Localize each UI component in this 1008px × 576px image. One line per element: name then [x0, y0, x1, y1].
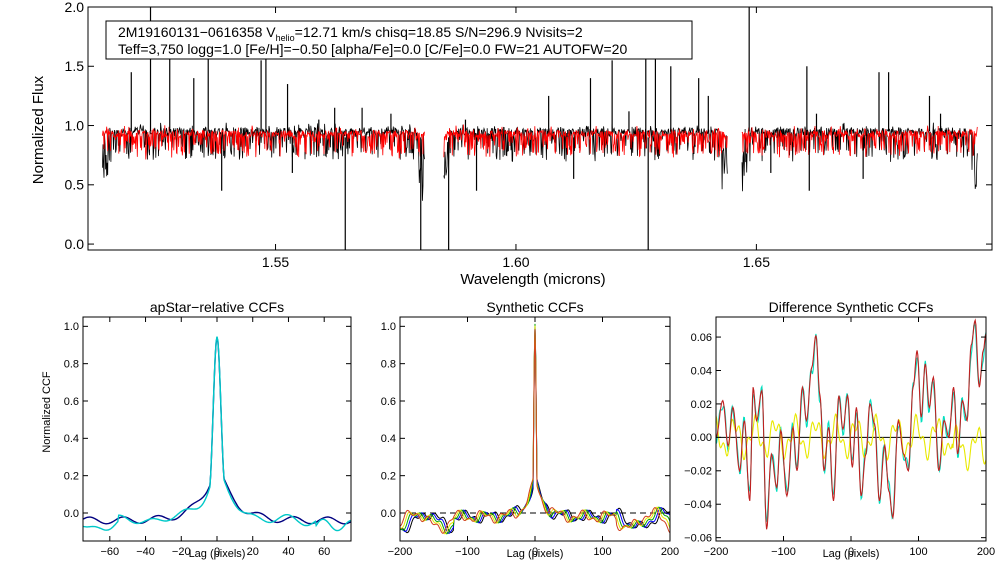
- apstar-ccf-ytick-label: 1.0: [64, 321, 79, 333]
- apstar-ccf-xtick-label: 60: [318, 546, 330, 558]
- difference-ccf-xtick-label: 0: [848, 546, 854, 558]
- difference-ccf-x-label: Lag (pixels): [823, 548, 880, 560]
- synthetic-ccf-ytick-label: 0.0: [381, 508, 396, 520]
- spectrum-x-label: Wavelength (microns): [460, 271, 605, 288]
- spectrum-plot-area: [102, 7, 978, 250]
- spectrum-annotation-box: 2M19160131−0616358 Vhelio=12.71 km/s chi…: [105, 20, 693, 60]
- apstar-ccf-xtick-label: 40: [282, 546, 294, 558]
- difference-ccf-xtick-label: 100: [909, 546, 927, 558]
- spectrum-ytick-label: 1.5: [65, 58, 85, 74]
- synthetic-ccf-xtick-label: 100: [593, 546, 611, 558]
- apstar-ccf-xtick-label: −60: [100, 546, 119, 558]
- apstar-ccf-title: apStar−relative CCFs: [150, 299, 284, 315]
- apstar-ccf-visit-2: [82, 336, 352, 532]
- apstar-ccf-xtick-label: −40: [136, 546, 155, 558]
- spectrum-axes-frame: [87, 6, 993, 251]
- synthetic-ccf-xtick-label: 200: [661, 546, 679, 558]
- apstar-ccf-y-label: Normalized CCF: [41, 371, 53, 453]
- synthetic-ccf-ytick-label: 0.4: [381, 433, 396, 445]
- apstar-ccf-x-label: Lag (pixels): [189, 548, 246, 560]
- synthetic-ccf-plot-area: [399, 323, 671, 535]
- synthetic-ccf-xtick-label: −200: [388, 546, 413, 558]
- spectrum-panel: 1.55 1.60 1.65 0.0 0.5 1.0 1.5 2.0 2M19160131−0…: [30, 0, 993, 288]
- spectrum-xtick-label: 1.60: [502, 254, 529, 270]
- difference-diff-b: [715, 412, 987, 472]
- spectrum-model-chip-1: [102, 125, 425, 160]
- synthetic-ccf-title: Synthetic CCFs: [486, 299, 583, 315]
- difference-ccf-ytick-label: 0.00: [691, 432, 712, 444]
- difference-ccf-ytick-label: 0.02: [691, 399, 712, 411]
- apstar-ccf-ytick-label: 0.2: [64, 471, 79, 483]
- difference-ccf-xtick-label: −100: [771, 546, 796, 558]
- synthetic-ccf-ytick-label: 0.8: [381, 359, 396, 371]
- annotation-line-2: Teff=3,750 logg=1.0 [Fe/H]=−0.50 [alpha/…: [118, 41, 627, 57]
- apstar-ccf-ytick-label: 0.6: [64, 396, 79, 408]
- difference-diff-c: [715, 318, 987, 530]
- synthetic-ccf-xtick-label: −100: [455, 546, 480, 558]
- spectrum-ytick-label: 2.0: [65, 0, 85, 15]
- apstar-ccf-ytick-label: 0.8: [64, 359, 79, 371]
- apstar-ccf-panel: apStar−relative CCFs −60 −40 −20 0 20 40 60 0.0…: [41, 299, 352, 560]
- difference-ccf-ytick-label: 0.06: [691, 332, 712, 344]
- apstar-ccf-plot-area: [82, 336, 352, 532]
- difference-ccf-panel: Difference Synthetic CCFs −200 −100 0 100 20…: [684, 299, 995, 560]
- spectrum-model-chip-3: [741, 125, 978, 158]
- apstar-ccf-xtick-label: 20: [247, 546, 259, 558]
- difference-ccf-ytick-label: −0.06: [684, 533, 712, 545]
- spectrum-ticks: 1.55 1.60 1.65 0.0 0.5 1.0 1.5 2.0: [65, 0, 992, 270]
- difference-ccf-ytick-label: 0.04: [691, 365, 712, 377]
- synthetic-ccf-ytick-label: 0.6: [381, 396, 396, 408]
- difference-ccf-ytick-label: −0.02: [684, 466, 712, 478]
- spectrum-y-label: Normalized Flux: [30, 75, 47, 184]
- difference-ccf-ytick-label: −0.04: [684, 499, 712, 511]
- spectrum-ytick-label: 0.0: [65, 236, 85, 252]
- spectrum-model-chip-2: [443, 124, 728, 158]
- synthetic-ccf-panel: Synthetic CCFs −200 −100 0 100 200 0.0 0.2 0.4 0…: [381, 299, 679, 560]
- synthetic-ccf-x-label: Lag (pixels): [507, 548, 564, 560]
- difference-ccf-ticks: −200 −100 0 100 200 −0.06 −0.04 −0.02 0.00 0.02 0.…: [684, 317, 995, 558]
- difference-ccf-plot-area: [715, 318, 987, 530]
- difference-ccf-xtick-label: −200: [704, 546, 729, 558]
- synthetic-ccf-ytick-label: 0.2: [381, 471, 396, 483]
- spectrum-ytick-label: 0.5: [65, 177, 85, 193]
- apstar-ccf-xtick-label: 0: [214, 546, 220, 558]
- synthetic-ccf-ytick-label: 1.0: [381, 321, 396, 333]
- annotation-line-1: 2M19160131−0616358 Vhelio=12.71 km/s chi…: [118, 24, 583, 43]
- apstar-ccf-ytick-label: 0.0: [64, 508, 79, 520]
- spectrum-ytick-label: 1.0: [65, 117, 85, 133]
- annotation-frame: [105, 20, 693, 60]
- spectrum-xtick-label: 1.65: [743, 254, 770, 270]
- synthetic-ccf-xtick-label: 0: [532, 546, 538, 558]
- apstar-ccf-ytick-label: 0.4: [64, 433, 79, 445]
- synthetic-ccf-ticks: −200 −100 0 100 200 0.0 0.2 0.4 0.6 0.8 1.0: [381, 317, 679, 558]
- spectrum-xtick-label: 1.55: [262, 254, 289, 270]
- apstar-ccf-xtick-label: −20: [172, 546, 191, 558]
- difference-ccf-xtick-label: 200: [977, 546, 995, 558]
- synthetic-ccf-e: [399, 329, 671, 534]
- difference-ccf-title: Difference Synthetic CCFs: [769, 299, 934, 315]
- apstar-ccf-ticks: −60 −40 −20 0 20 40 60 0.0 0.2 0.4 0.6 0.8 1.0: [64, 317, 351, 558]
